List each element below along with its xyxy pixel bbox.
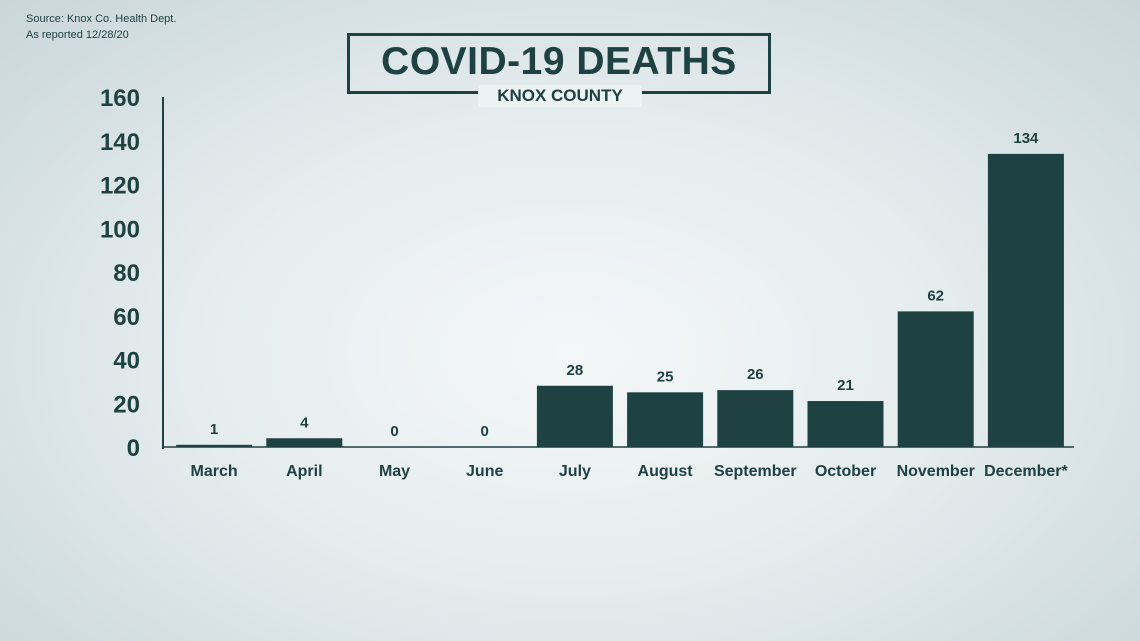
- bar: [176, 444, 253, 447]
- bar: [536, 385, 613, 447]
- x-tick-label: September: [714, 463, 797, 480]
- bar-value-label: 21: [837, 377, 854, 394]
- bar-value-label: 62: [927, 287, 944, 304]
- x-tick-label: August: [638, 463, 694, 480]
- y-tick-label: 100: [100, 216, 140, 243]
- bar-value-label: 4: [300, 414, 309, 431]
- source-note: Source: Knox Co. Health Dept. As reporte…: [26, 11, 176, 43]
- bar-value-label: 28: [567, 362, 584, 379]
- bar-value-label: 0: [390, 423, 398, 440]
- bar: [897, 311, 974, 447]
- bar: [627, 392, 704, 447]
- x-tick-label: December*: [984, 463, 1068, 480]
- x-axis-labels: March April May June July August September Octo…: [191, 463, 1069, 480]
- bar: [987, 153, 1064, 447]
- y-tick-label: 160: [100, 85, 140, 112]
- bar-value-label: 26: [747, 366, 764, 383]
- x-tick-label: June: [466, 463, 503, 480]
- y-tick-label: 120: [100, 173, 140, 200]
- y-tick-label: 40: [113, 348, 140, 375]
- x-tick-label: July: [559, 463, 591, 480]
- bar: [717, 390, 794, 447]
- y-tick-label: 140: [100, 129, 140, 156]
- bar: [807, 401, 884, 447]
- x-tick-label: October: [815, 463, 876, 480]
- chart-title: COVID-19 DEATHS: [381, 40, 737, 83]
- bars-group: 1 4 0 0 28 25 26 21 62 134: [176, 130, 1064, 447]
- bar-value-label: 0: [481, 423, 489, 440]
- y-tick-label: 20: [113, 391, 140, 418]
- bar-value-label: 25: [657, 368, 674, 385]
- x-tick-label: April: [286, 463, 322, 480]
- bar-value-label: 134: [1013, 130, 1039, 147]
- bar-value-label: 1: [210, 421, 218, 438]
- y-tick-label: 0: [127, 435, 140, 462]
- report-date-line: As reported 12/28/20: [26, 29, 129, 41]
- x-tick-label: November: [897, 463, 975, 480]
- x-tick-label: May: [379, 463, 410, 480]
- chart-subtitle: KNOX COUNTY: [478, 85, 642, 107]
- y-tick-label: 80: [113, 260, 140, 287]
- source-line: Source: Knox Co. Health Dept.: [26, 13, 177, 25]
- x-tick-label: March: [191, 463, 238, 480]
- y-tick-label: 60: [113, 304, 140, 331]
- bar: [266, 438, 343, 447]
